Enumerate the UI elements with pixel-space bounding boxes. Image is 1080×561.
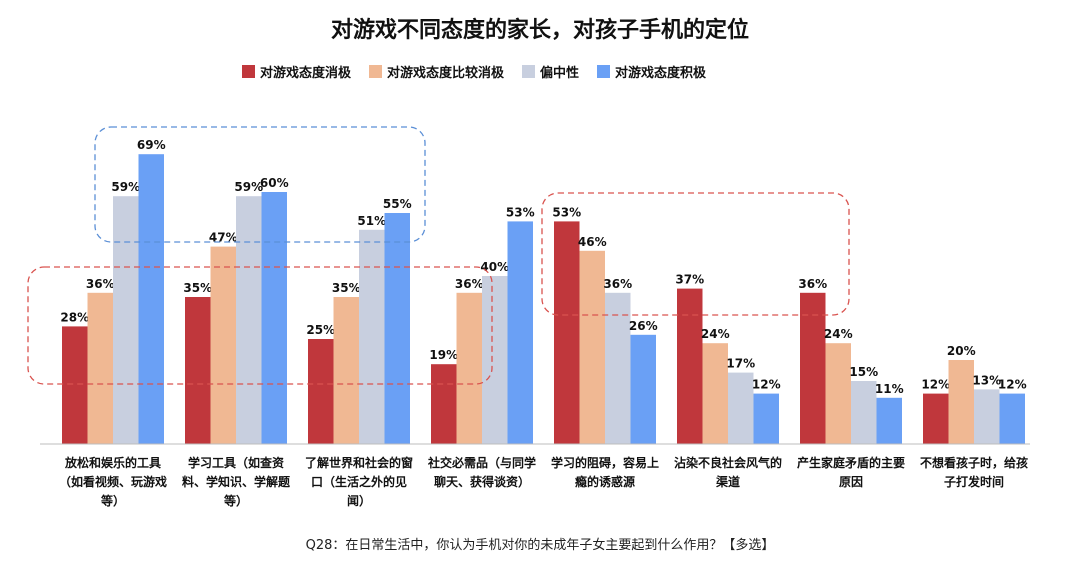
data-label: 35% — [332, 281, 361, 295]
bar — [605, 292, 631, 444]
data-label: 25% — [306, 323, 335, 337]
bar — [753, 393, 779, 444]
legend-item-somewhat-negative: 对游戏态度比较消极 — [369, 62, 504, 81]
bar — [507, 221, 533, 444]
data-label: 60% — [260, 176, 289, 190]
bar — [923, 393, 949, 444]
highlight-box-blue — [94, 126, 426, 243]
data-label: 24% — [701, 327, 730, 341]
bar — [974, 389, 1000, 444]
category-label: 不想看孩子时，给孩子打发时间 — [920, 456, 1029, 489]
bar — [876, 397, 902, 444]
data-label: 37% — [675, 273, 704, 287]
category-label: 了解世界和社会的窗口（生活之外的见闻） — [305, 456, 414, 508]
data-label: 36% — [603, 277, 632, 291]
category-label: 学习工具（如查资料、学知识、学解题等） — [182, 456, 291, 508]
bar — [579, 250, 605, 444]
legend-item-positive: 对游戏态度积极 — [597, 62, 706, 81]
chart-title: 对游戏不同态度的家长，对孩子手机的定位 — [330, 18, 749, 43]
bar — [138, 154, 164, 444]
legend-swatch — [242, 65, 255, 78]
data-label: 47% — [209, 231, 238, 245]
bar — [359, 229, 385, 444]
bar — [333, 297, 359, 444]
data-label: 12% — [752, 378, 781, 392]
data-label: 46% — [578, 235, 607, 249]
data-label: 59% — [234, 180, 263, 194]
category-label: 产生家庭矛盾的主要原因 — [797, 456, 906, 489]
data-label: 40% — [480, 260, 509, 274]
bar — [728, 372, 754, 444]
survey-question: Q28：在日常生活中，你认为手机对你的未成年子女主要起到什么作用？【多选】 — [305, 538, 775, 553]
data-label: 28% — [60, 310, 89, 324]
category-label: 社交必需品（与同学聊天、获得谈资） — [428, 456, 537, 489]
highlight-box-red-right — [541, 192, 850, 316]
category-label: 学习的阻碍，容易上瘾的诱惑源 — [551, 456, 660, 489]
legend-swatch — [597, 65, 611, 78]
data-label: 26% — [629, 319, 658, 333]
data-label: 19% — [429, 348, 458, 362]
bar — [630, 334, 656, 444]
legend-label: 对游戏态度比较消极 — [387, 66, 505, 81]
bar — [677, 288, 703, 444]
bar — [431, 364, 457, 444]
data-label: 53% — [506, 205, 535, 219]
bar — [261, 192, 287, 444]
data-label: 12% — [921, 378, 950, 392]
data-label: 20% — [947, 344, 976, 358]
legend-item-neutral: 偏中性 — [522, 62, 579, 81]
data-label: 11% — [875, 382, 904, 396]
legend-swatch — [369, 65, 383, 78]
data-label: 17% — [726, 357, 755, 371]
legend-item-negative: 对游戏态度消极 — [242, 62, 351, 81]
bar — [236, 196, 262, 444]
bar — [702, 343, 728, 444]
legend-label: 对游戏态度积极 — [615, 66, 707, 81]
data-label: 12% — [998, 378, 1027, 392]
data-label: 59% — [111, 180, 140, 194]
data-label: 53% — [552, 205, 581, 219]
data-label: 36% — [455, 277, 484, 291]
bar — [113, 196, 139, 444]
bar — [185, 297, 211, 444]
data-label: 36% — [798, 277, 827, 291]
bar — [999, 393, 1025, 444]
data-label: 24% — [824, 327, 853, 341]
bar — [384, 213, 410, 444]
category-label: 沾染不良社会风气的渠道 — [674, 456, 783, 489]
bar — [800, 292, 826, 444]
bar — [87, 292, 113, 444]
bar — [210, 246, 236, 444]
data-label: 55% — [383, 197, 412, 211]
legend-label: 对游戏态度消极 — [260, 66, 352, 81]
data-label: 15% — [849, 365, 878, 379]
data-label: 51% — [357, 214, 386, 228]
data-label: 13% — [972, 373, 1001, 387]
legend-label: 偏中性 — [540, 66, 580, 81]
data-label: 35% — [183, 281, 212, 295]
category-label: 放松和娱乐的工具（如看视频、玩游戏等） — [59, 456, 168, 508]
bar — [482, 276, 508, 444]
bar — [825, 343, 851, 444]
bar — [948, 360, 974, 444]
data-label: 36% — [86, 277, 115, 291]
bar — [554, 221, 580, 444]
bar — [62, 326, 88, 444]
legend: 对游戏态度消极 对游戏态度比较消极 偏中性 对游戏态度积极 — [242, 62, 706, 81]
legend-swatch — [522, 65, 536, 78]
bar — [456, 292, 482, 444]
data-label: 69% — [137, 138, 166, 152]
bar — [851, 381, 877, 444]
highlight-box-red-left — [27, 266, 493, 385]
bar — [308, 339, 334, 444]
